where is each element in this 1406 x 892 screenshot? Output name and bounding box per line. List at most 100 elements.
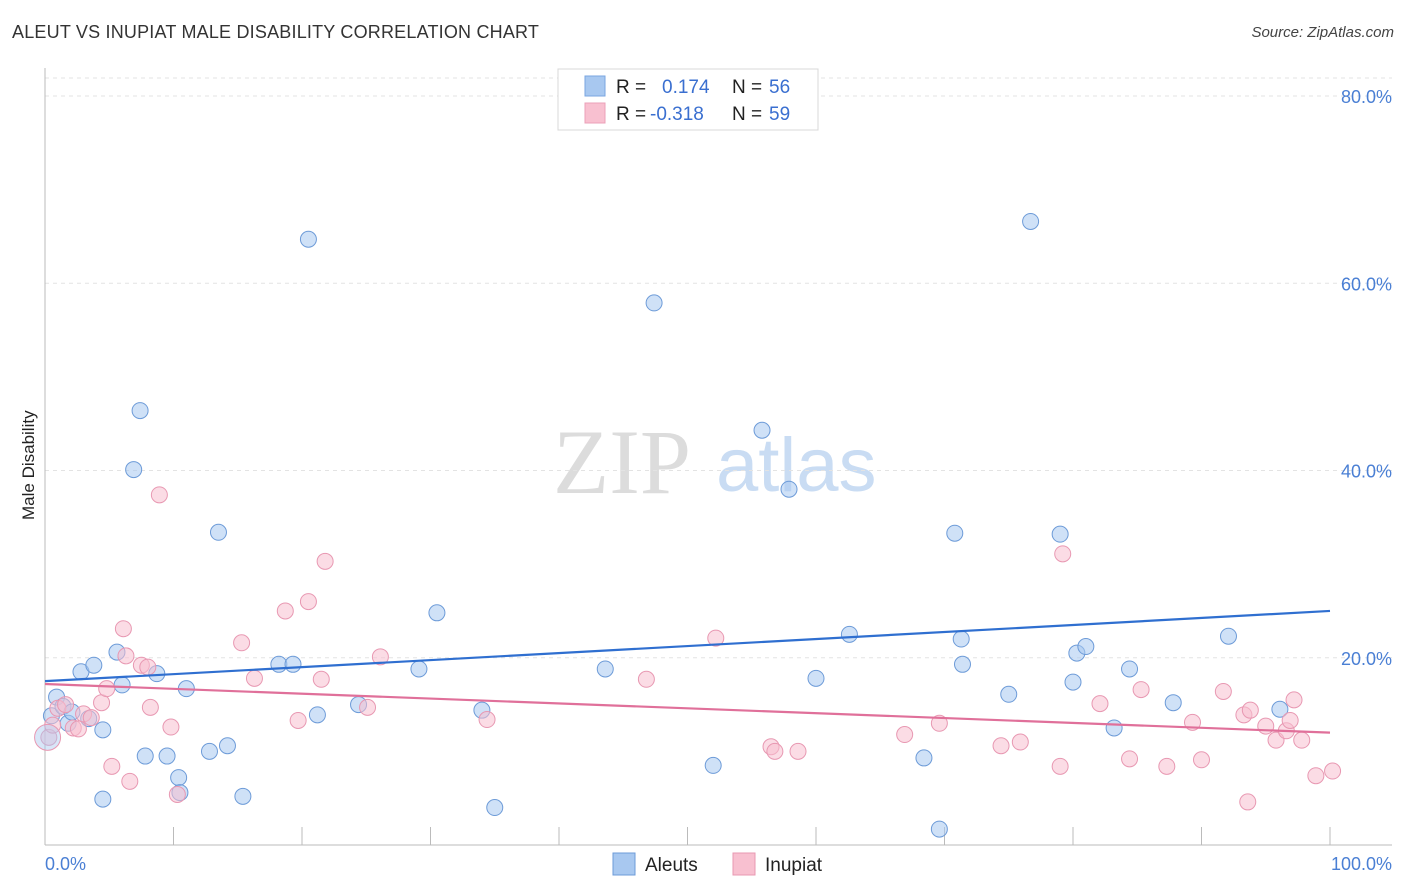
data-point-inupiat — [121, 772, 139, 790]
bottom-legend: Aleuts Inupiat — [612, 852, 823, 876]
data-point-inupiat — [1293, 731, 1311, 749]
data-point-inupiat — [1241, 701, 1259, 719]
data-point-aleuts — [284, 655, 302, 673]
grid-lines — [45, 77, 1392, 659]
data-point-inupiat — [139, 658, 157, 676]
data-point-inupiat — [789, 742, 807, 760]
bottom-legend-label-aleuts: Aleuts — [645, 855, 698, 876]
source-label: Source: ZipAtlas.com — [1251, 24, 1394, 41]
data-point-aleuts — [807, 669, 825, 687]
legend-n-value: 56 — [769, 77, 790, 98]
data-point-aleuts — [136, 747, 154, 765]
data-point-inupiat — [162, 718, 180, 736]
x-tick-label: 100.0% — [1331, 854, 1392, 874]
data-point-aleuts — [953, 655, 971, 673]
data-point-aleuts — [131, 402, 149, 420]
data-point-aleuts — [85, 656, 103, 674]
data-point-inupiat — [82, 709, 100, 727]
data-point-aleuts — [704, 756, 722, 774]
data-point-inupiat — [930, 714, 948, 732]
data-point-inupiat — [289, 711, 307, 729]
legend-r-value: -0.318 — [650, 104, 704, 125]
data-point-inupiat — [1214, 682, 1232, 700]
bottom-legend-swatch-inupiat — [732, 852, 756, 876]
legend-r-label: R = — [616, 77, 646, 98]
y-tick-label: 80.0% — [1341, 87, 1392, 107]
data-point-aleuts — [1000, 685, 1018, 703]
legend-n-label: N = — [732, 77, 762, 98]
data-point-aleuts — [125, 461, 143, 479]
data-point-aleuts — [428, 604, 446, 622]
data-point-aleuts — [1219, 627, 1237, 645]
legend-n-value: 59 — [769, 104, 790, 125]
data-point-aleuts — [299, 230, 317, 248]
data-point-inupiat — [245, 669, 263, 687]
data-points — [34, 212, 1342, 838]
data-point-aleuts — [1022, 212, 1040, 230]
data-point-inupiat — [1054, 545, 1072, 563]
trend-line-aleuts — [44, 609, 1331, 683]
data-point-inupiat — [1011, 733, 1029, 751]
data-point-aleuts — [645, 294, 663, 312]
chart-title: ALEUT VS INUPIAT MALE DISABILITY CORRELA… — [12, 22, 540, 42]
data-point-inupiat — [276, 602, 294, 620]
watermark-zip: ZIP — [553, 411, 691, 513]
legend-r-label: R = — [616, 104, 646, 125]
data-point-aleuts — [753, 421, 771, 439]
data-point-aleuts — [1121, 660, 1139, 678]
y-tick-label: 20.0% — [1341, 649, 1392, 669]
data-point-inupiat — [707, 629, 725, 647]
data-point-aleuts — [1077, 638, 1095, 656]
data-point-inupiat — [1051, 757, 1069, 775]
data-point-inupiat — [1091, 695, 1109, 713]
data-point-inupiat — [766, 742, 784, 760]
data-point-inupiat — [1121, 750, 1139, 768]
data-point-aleuts — [1064, 673, 1082, 691]
data-point-inupiat — [1257, 717, 1275, 735]
data-point-inupiat — [1281, 711, 1299, 729]
data-point-inupiat — [1324, 762, 1342, 780]
data-point-inupiat — [103, 757, 121, 775]
data-point-inupiat — [69, 720, 87, 738]
data-point-aleuts — [486, 799, 504, 817]
data-point-aleuts — [209, 523, 227, 541]
series-inupiat-points — [40, 486, 1342, 811]
data-point-aleuts — [94, 721, 112, 739]
data-point-inupiat — [312, 670, 330, 688]
data-point-inupiat — [316, 552, 334, 570]
data-point-aleuts — [410, 660, 428, 678]
axes: 20.0% 40.0% 60.0% 80.0% 0.0% 100.0% — [44, 68, 1392, 874]
trend-line-inupiat — [44, 682, 1331, 734]
data-point-aleuts — [234, 787, 252, 805]
bottom-legend-label-inupiat: Inupiat — [765, 855, 823, 876]
trend-lines — [44, 609, 1331, 734]
data-point-inupiat — [359, 698, 377, 716]
data-point-cluster — [34, 723, 62, 751]
data-point-aleuts — [170, 769, 188, 787]
data-point-aleuts — [270, 655, 288, 673]
data-point-aleuts — [780, 480, 798, 498]
data-point-aleuts — [915, 749, 933, 767]
data-point-inupiat — [141, 698, 159, 716]
data-point-inupiat — [896, 726, 914, 744]
data-point-aleuts — [200, 742, 218, 760]
data-point-inupiat — [1285, 691, 1303, 709]
data-point-aleuts — [308, 706, 326, 724]
data-point-aleuts — [840, 625, 858, 643]
data-point-aleuts — [158, 747, 176, 765]
data-point-inupiat — [478, 711, 496, 729]
data-point-inupiat — [168, 785, 186, 803]
data-point-aleuts — [94, 790, 112, 808]
data-point-inupiat — [1158, 757, 1176, 775]
bottom-legend-swatch-aleuts — [612, 852, 636, 876]
data-point-inupiat — [1307, 767, 1325, 785]
data-point-aleuts — [946, 524, 964, 542]
data-point-aleuts — [1271, 700, 1289, 718]
legend-swatch-aleuts — [584, 75, 606, 97]
data-point-aleuts — [1051, 525, 1069, 543]
data-point-inupiat — [1193, 751, 1210, 769]
data-point-inupiat — [299, 593, 317, 611]
x-tick-label: 0.0% — [45, 854, 86, 874]
watermark-atlas: atlas — [716, 423, 877, 508]
